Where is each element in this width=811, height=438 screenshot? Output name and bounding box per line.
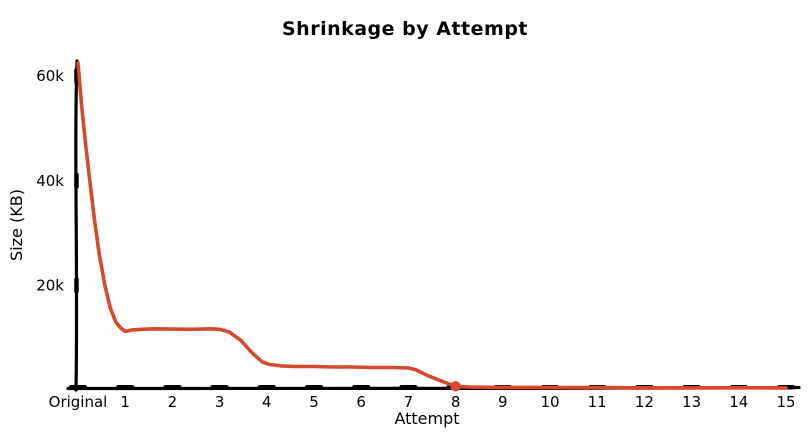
x-tick-label: 14 xyxy=(729,393,748,411)
attempt-8-marker xyxy=(450,381,461,392)
y-tick-label: 40k xyxy=(36,172,64,190)
y-axis-line xyxy=(74,59,79,392)
y-axis-label: Size (KB) xyxy=(7,189,26,261)
data-series xyxy=(76,61,788,392)
x-tick-label: 8 xyxy=(451,393,461,411)
x-tick-label: 2 xyxy=(168,393,178,411)
y-tick-label: 20k xyxy=(36,276,64,294)
x-tick-label: 9 xyxy=(498,393,508,411)
x-tick-label: 4 xyxy=(262,393,272,411)
x-tick-label: 5 xyxy=(309,393,319,411)
size-line xyxy=(76,61,788,390)
chart-title: Shrinkage by Attempt xyxy=(282,18,528,40)
x-tick-label: 12 xyxy=(635,393,654,411)
axis-ticks xyxy=(68,67,796,390)
x-tick-label: 15 xyxy=(776,393,795,411)
x-tick-label: 7 xyxy=(404,393,414,411)
x-tick-label: 6 xyxy=(356,393,366,411)
x-tick-label: 10 xyxy=(540,393,559,411)
y-tick-label: 60k xyxy=(36,67,64,85)
x-tick-label: 11 xyxy=(588,393,607,411)
x-tick-label: 13 xyxy=(682,393,701,411)
x-tick-label: Original xyxy=(49,393,108,411)
x-axis-label: Attempt xyxy=(394,409,459,428)
x-tick-label: 1 xyxy=(120,393,130,411)
x-tick-label: 3 xyxy=(215,393,225,411)
